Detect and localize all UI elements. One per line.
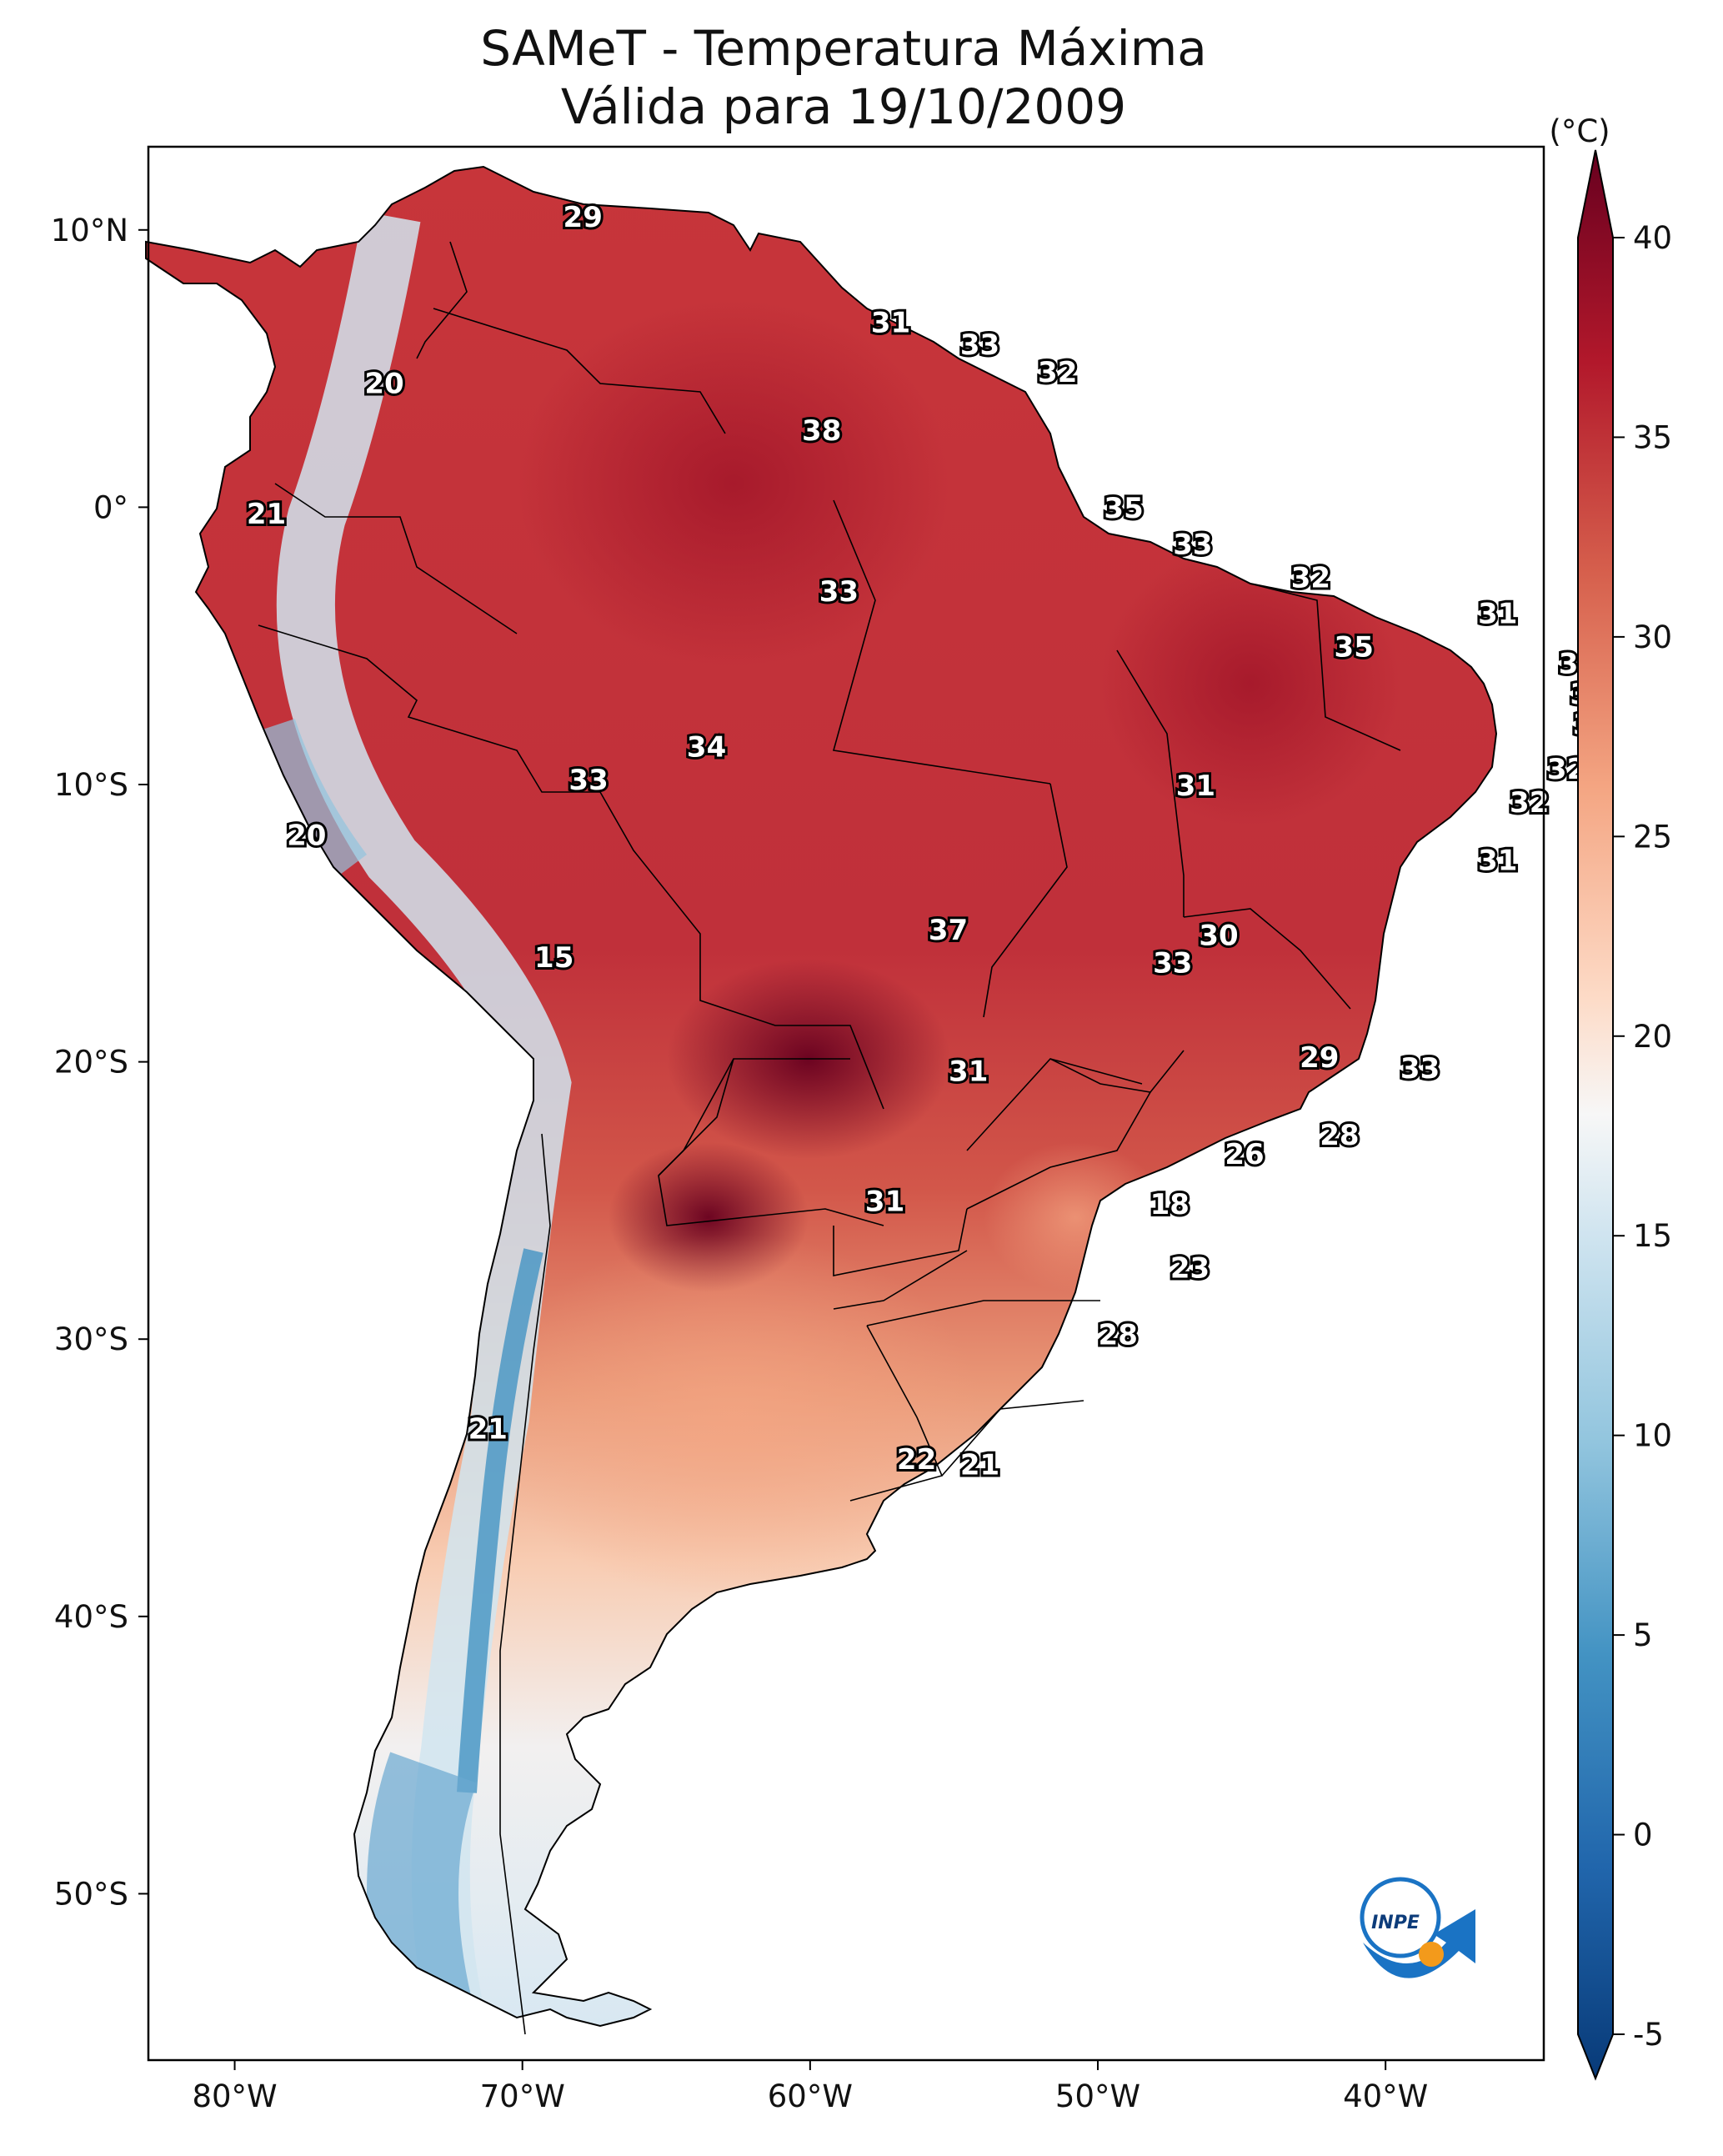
country-borders	[258, 241, 1401, 2035]
colorbar-tick-label: -5	[1633, 2017, 1664, 2053]
station-label: 26	[1225, 1138, 1264, 1171]
longitude-tick-label: 70°W	[480, 2078, 565, 2114]
longitude-tick-label: 40°W	[1343, 2078, 1428, 2114]
peru-coast-cool	[255, 718, 368, 880]
temperature-field	[146, 167, 1496, 2026]
station-label: 38	[802, 414, 841, 448]
station-label: 35	[1104, 492, 1143, 525]
station-label: 33	[568, 764, 608, 797]
station-label: 31	[871, 306, 910, 339]
colorbar-tick-label: 5	[1633, 1617, 1653, 1653]
station-label: 33	[819, 575, 859, 609]
station-label: 30	[1199, 919, 1238, 952]
andes-cool-band	[276, 211, 572, 2026]
colorbar-tick-label: 20	[1633, 1019, 1672, 1055]
station-label: 31	[1176, 770, 1215, 803]
map-title-line1: SAMeT - Temperatura Máxima	[480, 20, 1207, 77]
station-label: 33	[1153, 947, 1192, 980]
station-label: 28	[1320, 1119, 1359, 1152]
warm-amazon	[517, 300, 950, 667]
colorbar-tick-label: 35	[1633, 419, 1672, 455]
colorbar-gradient	[1577, 149, 1614, 2081]
latitude-tick-label: 30°S	[54, 1321, 128, 1357]
logo-ring	[1360, 1877, 1441, 1958]
station-label: 37	[929, 914, 968, 947]
map-frame	[147, 145, 1545, 2062]
station-label: 31	[1478, 598, 1517, 631]
station-label: 29	[563, 201, 603, 234]
longitude-tick-label: 60°W	[768, 2078, 853, 2114]
station-label: 32	[1291, 561, 1330, 594]
logo-text: INPE	[1371, 1913, 1420, 1933]
station-label: 33	[1173, 529, 1212, 562]
station-label: 33	[1400, 1052, 1440, 1086]
warm-northeast	[1100, 542, 1400, 825]
longitude-axis: 80°W 70°W 60°W 50°W 40°W	[192, 2060, 1428, 2114]
colorbar: (°C) 40 35 30 25 20 15 10 5 0 -5	[1549, 113, 1672, 2081]
station-label: 31	[865, 1186, 904, 1219]
colorbar-ticks: 40 35 30 25 20 15 10 5 0 -5	[1613, 220, 1672, 2053]
latitude-tick-label: 0°	[93, 489, 128, 525]
station-label: 21	[960, 1449, 999, 1482]
station-label: 31	[949, 1055, 988, 1088]
colorbar-tick-label: 10	[1633, 1418, 1672, 1454]
station-label: 22	[897, 1443, 936, 1477]
logo-arrow-icon	[1363, 1909, 1475, 1978]
station-label: 29	[1300, 1041, 1339, 1075]
station-label: 33	[960, 328, 999, 362]
station-label: 21	[247, 498, 286, 531]
colorbar-tick-label: 0	[1633, 1818, 1653, 1853]
colorbar-tick-label: 15	[1633, 1218, 1672, 1254]
longitude-tick-label: 50°W	[1055, 2078, 1140, 2114]
station-label: 32	[1038, 356, 1077, 389]
latitude-tick-label: 20°S	[54, 1045, 128, 1081]
inpe-logo: INPE	[1360, 1877, 1475, 1978]
colorbar-tick-label: 25	[1633, 819, 1672, 855]
latitude-tick-label: 10°S	[54, 767, 128, 803]
logo-dot	[1419, 1942, 1444, 1967]
station-label: 20	[287, 820, 326, 853]
coastline	[145, 165, 1498, 2028]
mild-pampas	[483, 1234, 984, 1601]
longitude-tick-label: 80°W	[192, 2078, 277, 2114]
map-title-line2: Válida para 19/10/2009	[561, 78, 1126, 135]
station-label: 20	[364, 368, 403, 401]
station-label: 35	[1335, 631, 1374, 664]
latitude-tick-label: 40°S	[54, 1599, 128, 1635]
colorbar-unit: (°C)	[1549, 113, 1610, 149]
latitude-tick-label: 10°N	[51, 213, 128, 248]
station-label: 15	[534, 941, 573, 975]
station-label: 23	[1170, 1252, 1210, 1286]
station-label: 31	[1478, 845, 1517, 878]
colorbar-tick-label: 40	[1633, 220, 1672, 256]
map-panel: 2931333220382135333233313530303134333132…	[145, 145, 1615, 2062]
station-label: 21	[468, 1413, 508, 1447]
latitude-axis: 10°N 0° 10°S 20°S 30°S 40°S 50°S	[51, 213, 148, 1912]
station-label: 28	[1099, 1318, 1138, 1351]
latitude-tick-label: 50°S	[54, 1876, 128, 1912]
colorbar-tick-label: 30	[1633, 619, 1672, 655]
station-label: 18	[1150, 1188, 1190, 1221]
andes-cold-ridge	[457, 1248, 543, 1793]
station-label: 34	[687, 730, 726, 764]
